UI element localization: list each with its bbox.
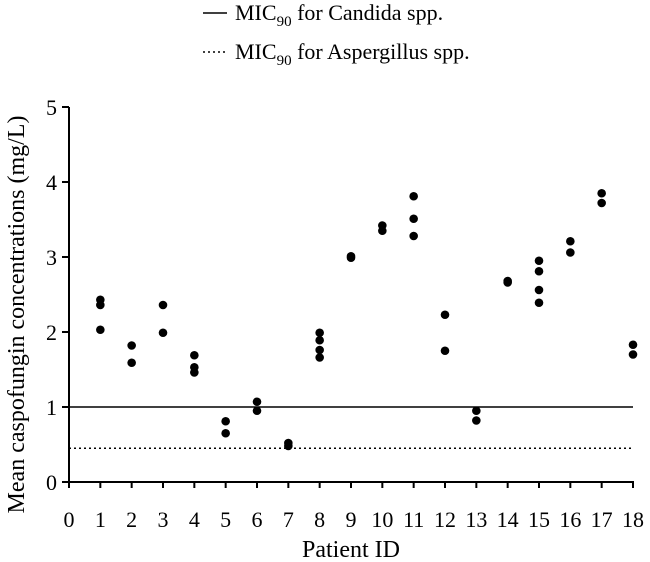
x-tick-label: 12 [434,507,456,532]
legend-label: MIC90 for Aspergillus spp. [235,39,470,69]
x-axis-title: Patient ID [302,537,400,562]
y-tick-label: 5 [46,95,57,120]
data-point [566,248,575,257]
legend-label-suffix: for Aspergillus spp. [292,39,470,64]
data-point [409,191,418,201]
data-point [127,341,136,350]
data-points [96,188,638,451]
x-tick-label: 9 [346,507,357,532]
data-point [127,358,136,368]
data-point [628,350,638,359]
data-point [315,328,324,338]
legend-label-prefix: MIC [235,0,277,25]
data-point [96,300,105,310]
data-point [252,406,262,416]
data-point [503,278,512,287]
data-point [315,353,324,362]
legend-label: MIC90 for Candida spp. [235,0,443,30]
legend-label-subscript: 90 [277,14,292,30]
x-tick-label: 2 [126,507,137,532]
data-point [252,397,262,407]
x-tick-label: 4 [189,507,200,532]
x-tick-label: 3 [158,507,169,532]
data-point [440,310,450,320]
data-point [190,368,199,377]
x-tick-label: 18 [622,507,644,532]
data-point [534,298,544,308]
data-point [597,188,606,198]
data-point [472,416,481,425]
y-tick-label: 2 [46,320,57,345]
x-tick-label: 11 [403,507,424,532]
data-point [534,256,544,266]
data-point [315,345,324,355]
data-point [315,335,324,345]
x-tick-label: 14 [497,507,519,532]
legend-label-prefix: MIC [235,39,277,64]
data-point [190,350,199,360]
data-point [628,340,638,350]
y-tick-label: 3 [46,245,57,270]
data-point [534,285,544,295]
data-point [409,231,418,241]
data-point [378,226,387,236]
data-point [597,198,606,208]
data-point [158,328,168,338]
x-tick-label: 8 [314,507,325,532]
data-point [284,441,293,451]
data-point [96,325,105,335]
x-tick-label: 6 [252,507,263,532]
data-point [221,428,230,438]
x-tick-label: 0 [64,507,75,532]
x-tick-label: 10 [371,507,393,532]
x-tick-label: 7 [283,507,294,532]
y-tick-label: 1 [46,395,57,420]
x-tick-label: 16 [559,507,581,532]
data-point [409,214,418,224]
x-tick-label: 1 [95,507,106,532]
x-tick-label: 5 [220,507,231,532]
x-tick-label: 15 [528,507,550,532]
reference-lines [69,406,633,449]
data-point [566,236,575,246]
y-tick-label: 0 [46,470,57,495]
data-point [158,300,168,310]
data-point [472,406,481,416]
legend: MIC90 for Candida spp.MIC90 for Aspergil… [203,0,470,69]
data-point [534,266,544,276]
data-point [440,346,450,356]
y-axis-title: Mean caspofungin concentrations (mg/L) [4,116,30,514]
legend-label-suffix: for Candida spp. [292,0,444,25]
y-tick-label: 4 [46,170,57,195]
x-tick-label: 17 [591,507,613,532]
legend-label-subscript: 90 [277,53,292,69]
x-tick-label: 13 [465,507,487,532]
data-point [221,416,230,426]
data-point [346,253,356,263]
